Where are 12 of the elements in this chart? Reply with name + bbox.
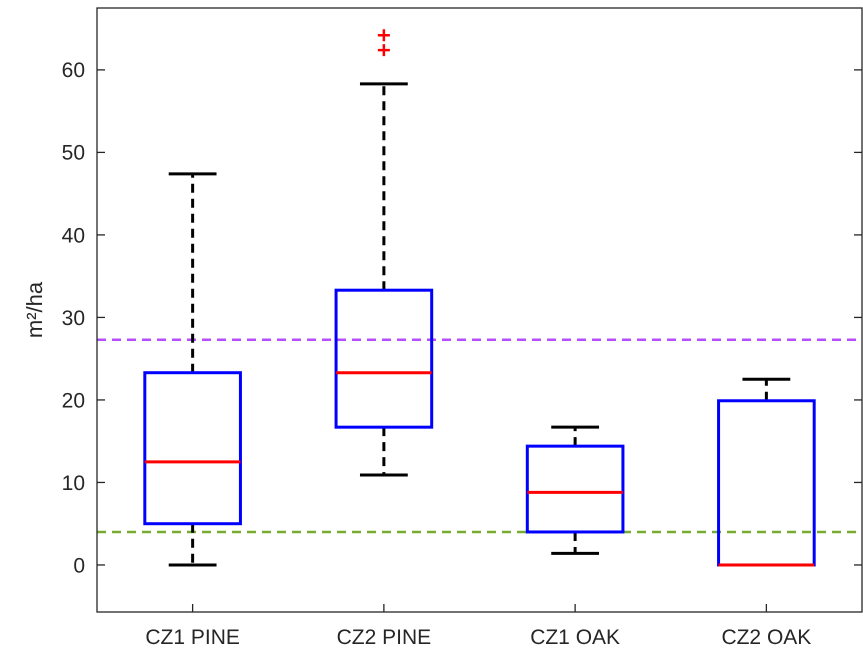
- y-tick-label: 0: [73, 554, 85, 578]
- y-tick-label: 60: [62, 59, 85, 82]
- y-tick-label: 40: [62, 224, 85, 248]
- x-tick-label: CZ2 OAK: [721, 626, 812, 649]
- y-tick-label: 10: [62, 472, 85, 495]
- y-axis-title: m²/ha: [22, 281, 47, 338]
- x-tick-label: CZ2 PINE: [336, 626, 432, 649]
- y-tick-label: 50: [62, 142, 85, 165]
- y-tick-label: 30: [62, 306, 85, 330]
- x-tick-label: CZ1 PINE: [145, 626, 240, 649]
- y-tick-label: 20: [62, 389, 85, 412]
- x-tick-label: CZ1 OAK: [530, 626, 620, 649]
